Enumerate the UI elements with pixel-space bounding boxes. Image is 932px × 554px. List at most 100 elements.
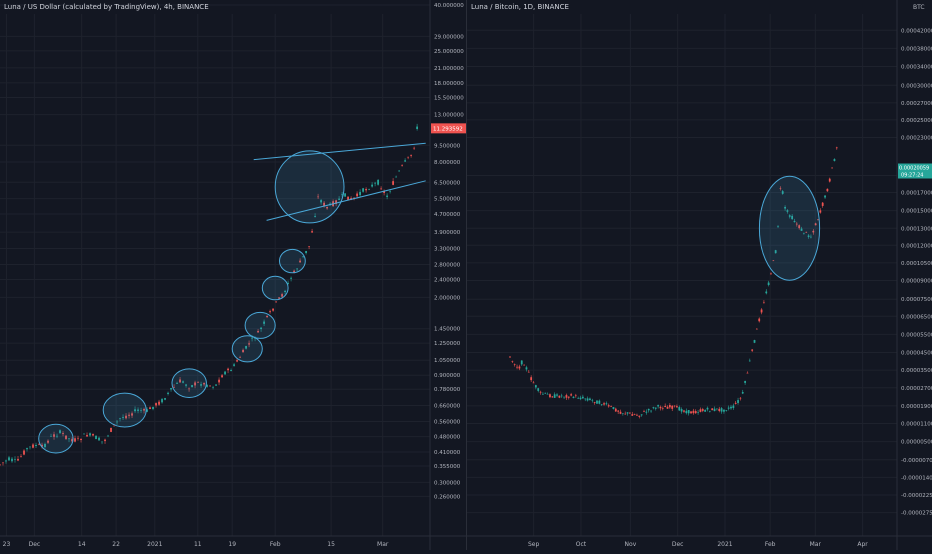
candle-body <box>155 403 157 406</box>
candle-body <box>589 398 591 401</box>
candle-body <box>650 410 652 412</box>
candle-body <box>284 290 286 293</box>
candle-body <box>777 226 779 227</box>
candle-body <box>814 223 817 226</box>
candle-body <box>68 438 70 440</box>
annotation-ellipse <box>758 175 821 281</box>
candle-body <box>553 394 556 398</box>
candle-body <box>636 414 638 416</box>
candle-body <box>200 384 202 386</box>
candle-body <box>755 328 758 330</box>
btc-chart[interactable]: 0.00042000 0.00038000 0.00034000 0.00030000… <box>467 0 932 550</box>
candle-body <box>525 367 528 370</box>
candle-body <box>673 405 676 407</box>
candle-body <box>86 434 88 437</box>
candle-body <box>194 382 196 386</box>
candle-body <box>610 406 612 407</box>
y-tick-label: 0.00042000 <box>901 28 932 34</box>
candle-body <box>218 379 220 383</box>
y-tick-label: 0.780000 <box>434 387 461 393</box>
x-tick-label: Apr <box>857 541 868 548</box>
y-tick-label: 0.00001900 <box>901 404 932 410</box>
candle-body <box>389 191 391 192</box>
candle-body <box>645 411 648 413</box>
candle-body <box>734 402 737 404</box>
candle-body <box>197 382 199 383</box>
series-path <box>0 128 417 464</box>
y-tick-label: 5.500000 <box>434 197 461 203</box>
candle-body <box>125 415 127 419</box>
candle-body <box>791 215 794 220</box>
candle-body <box>774 250 777 254</box>
candle-body <box>544 392 547 394</box>
candle-body <box>549 394 551 398</box>
usd-chart-panel[interactable]: 40.000000 29.000000 25.000000 21.000000 18.0… <box>0 0 466 550</box>
candle-body <box>263 321 265 324</box>
candle-body <box>513 364 516 366</box>
chart-root: 0.00042000 0.00038000 0.00034000 0.00030000… <box>467 0 932 550</box>
candle-body <box>71 439 73 442</box>
y-tick-label: 0.00009000 <box>901 279 932 285</box>
candle-body <box>44 443 46 448</box>
candle-body <box>614 408 617 412</box>
candle-body <box>713 408 716 412</box>
candle-body <box>182 381 184 383</box>
candle-body <box>341 194 343 195</box>
candle-body <box>706 407 709 410</box>
candle-body <box>748 360 751 362</box>
y-tick-label: -0.00000700 <box>901 458 932 464</box>
candle-body <box>128 414 130 416</box>
gridlines <box>467 14 897 536</box>
last-price-tag <box>898 163 932 179</box>
candle-body <box>293 270 295 273</box>
candles <box>509 146 838 419</box>
candle-body <box>607 405 610 407</box>
candle-body <box>737 400 739 403</box>
y-tick-label: 9.500000 <box>434 143 461 149</box>
candle-body <box>83 433 85 435</box>
panel-divider[interactable] <box>466 0 467 550</box>
candle-body <box>323 202 325 206</box>
candle-body <box>793 221 796 223</box>
candle-body <box>802 232 805 234</box>
candle-body <box>35 444 37 446</box>
usd-chart[interactable]: 40.000000 29.000000 25.000000 21.000000 18.0… <box>0 0 466 550</box>
candle-body <box>770 273 772 275</box>
candle-body <box>805 231 808 233</box>
x-axis: 23 Dec 14 22 2021 11 19 Feb 15 Mar <box>0 535 466 548</box>
candle-body <box>302 256 304 257</box>
candle-body <box>826 188 829 192</box>
candle-body <box>212 387 214 388</box>
annotation-trendline <box>266 180 426 221</box>
y-tick-label: 0.00002700 <box>901 386 932 392</box>
last-price-label: 0.00020059 <box>899 166 929 172</box>
candle-body <box>62 433 64 435</box>
annotation-ellipse <box>38 423 74 454</box>
candle-body <box>567 396 570 398</box>
candle-body <box>47 440 49 443</box>
candle-body <box>633 414 636 415</box>
candle-body <box>598 400 601 404</box>
candle-body <box>817 219 819 221</box>
candle-body <box>410 154 412 156</box>
candle-body <box>579 397 582 400</box>
candle-body <box>152 406 154 410</box>
y-tick-label: 0.00038000 <box>901 46 932 52</box>
candle-body <box>671 405 674 409</box>
candle-body <box>800 228 803 231</box>
candle-body <box>784 206 786 209</box>
candle-body <box>77 437 79 439</box>
price-countdown-label: 09:27:24 <box>901 173 923 179</box>
candle-body <box>828 178 831 182</box>
candle-body <box>638 415 641 417</box>
btc-chart-panel[interactable]: 0.00042000 0.00038000 0.00034000 0.00030000… <box>467 0 932 550</box>
candle-body <box>687 410 690 414</box>
candle-body <box>365 189 367 191</box>
candle-body <box>831 167 833 169</box>
candle-body <box>233 364 235 366</box>
x-tick-label: 15 <box>327 541 335 548</box>
candle-body <box>167 392 169 394</box>
candle-body <box>617 410 620 412</box>
candle-body <box>685 410 688 414</box>
x-tick-label: 14 <box>78 541 86 548</box>
